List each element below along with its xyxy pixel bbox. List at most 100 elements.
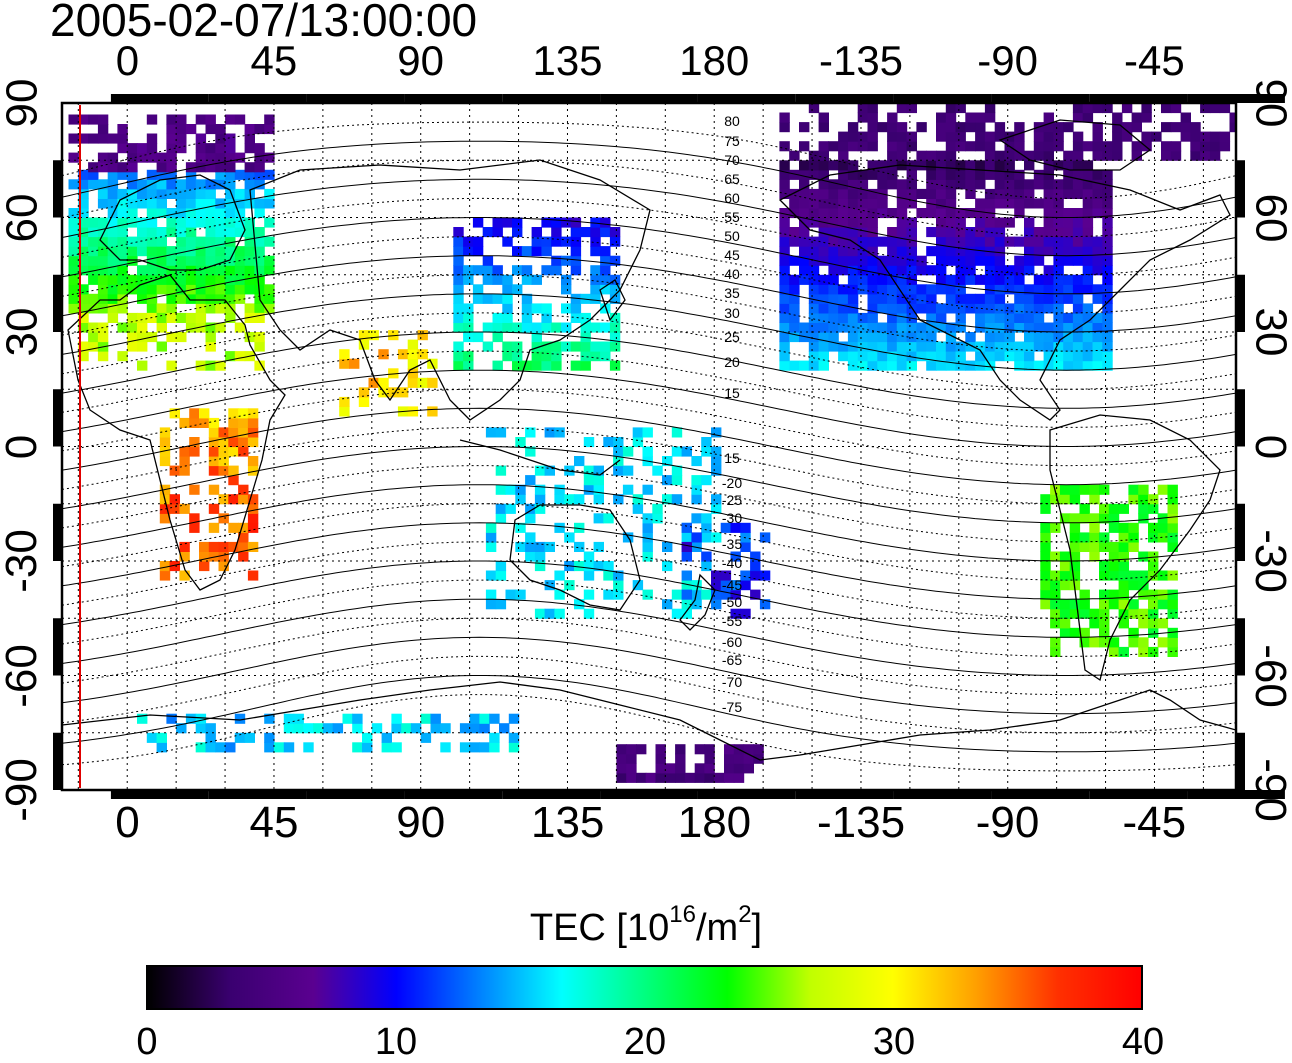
tec-cell [176,293,187,304]
tec-cell [1082,112,1094,123]
tec-cell [1092,179,1103,190]
tec-cell [1072,160,1084,171]
tec-cell [857,208,869,219]
contour-label: 55 [724,209,740,225]
tec-cell [887,179,898,190]
tec-cell [789,274,800,285]
tec-cell [1072,208,1084,219]
tec-cell [137,332,148,343]
tec-cell [681,580,692,591]
tec-cell [828,141,839,152]
tec-cell [847,303,859,314]
tec-cell [701,446,712,457]
tec-cell [965,293,976,304]
tec-cell [994,160,1006,171]
tec-cell [779,351,790,362]
bottom-lon-tick-45: 45 [249,798,299,847]
tec-cell [1082,303,1094,314]
tec-cell [906,322,917,333]
tec-cell [1063,255,1074,266]
tec-cell [730,522,741,533]
bottom-lon-tick--45: -45 [1122,798,1187,847]
tec-cell [1069,522,1081,533]
tec-cell [97,162,109,173]
tec-cell [984,274,996,285]
tec-cell [740,541,751,552]
tec-cell [1108,551,1120,562]
tec-cell [78,198,89,209]
tec-cell [926,179,937,190]
tec-cell [975,112,986,123]
tec-cell [531,236,542,247]
tec-cell [88,227,99,238]
tec-cell [97,332,109,343]
tec-cell [1128,637,1139,648]
tec-cell [166,227,177,238]
tec-cell [534,465,546,476]
tec-cell [534,608,546,619]
tec-cell [642,589,653,600]
tec-cell [896,103,908,114]
tec-cell [492,293,503,304]
tec-cell [156,152,167,163]
tec-cell [185,169,197,180]
tec-cell [877,293,888,304]
tec-cell [1148,589,1159,600]
tec-cell [176,723,187,734]
tec-cell [896,141,908,152]
tec-cell [485,532,497,543]
tec-cell [945,284,957,295]
tec-cell [551,265,562,276]
tec-cell [1043,179,1054,190]
tec-cell [244,312,255,323]
coastlines [62,119,1236,761]
tec-cell [704,753,715,764]
tec-cell [515,541,526,552]
tec-cell [1004,169,1015,180]
tec-cell [994,255,1006,266]
tec-cell [877,160,888,171]
tec-cell [205,208,216,219]
tec-cell [137,227,148,238]
tec-cell [1249,151,1259,161]
tec-cell [228,465,239,476]
tec-cell [1102,274,1113,285]
tec-cell [887,351,898,362]
tec-cell [512,360,523,371]
tec-cell [78,236,89,247]
tec-cell [936,322,947,333]
tec-cell [662,456,673,467]
tec-cell [580,360,591,371]
tec-cell [463,351,474,362]
tec-cell [185,198,197,209]
tec-cell [185,293,197,304]
tec-cell [166,188,177,199]
tec-cell [642,551,653,562]
tec-cell [1148,570,1159,581]
tec-cell [371,723,383,734]
tec-cell [146,152,158,163]
tec-cell [254,341,265,352]
tec-cell [994,227,1006,238]
tec-cell [945,141,957,152]
tec-cell [994,179,1006,190]
tec-cell [234,265,246,276]
tec-cell [127,169,138,180]
tec-cell [78,188,89,199]
tec-cell [818,141,829,152]
tec-cell [127,341,138,352]
tec-cell [1131,122,1142,133]
tec-cell [225,742,236,753]
tec-cell [1167,608,1178,619]
tec-cell [1118,599,1129,610]
zebra-segment [1236,389,1245,447]
tec-cell [1219,141,1231,152]
tec-cell [215,236,226,247]
tec-cell [1043,131,1054,142]
tec-cell [195,198,207,209]
tec-cell [515,494,526,505]
tec-cell [779,179,790,190]
tec-cell [225,179,236,190]
tec-cell [955,293,966,304]
tec-cell [789,188,800,199]
